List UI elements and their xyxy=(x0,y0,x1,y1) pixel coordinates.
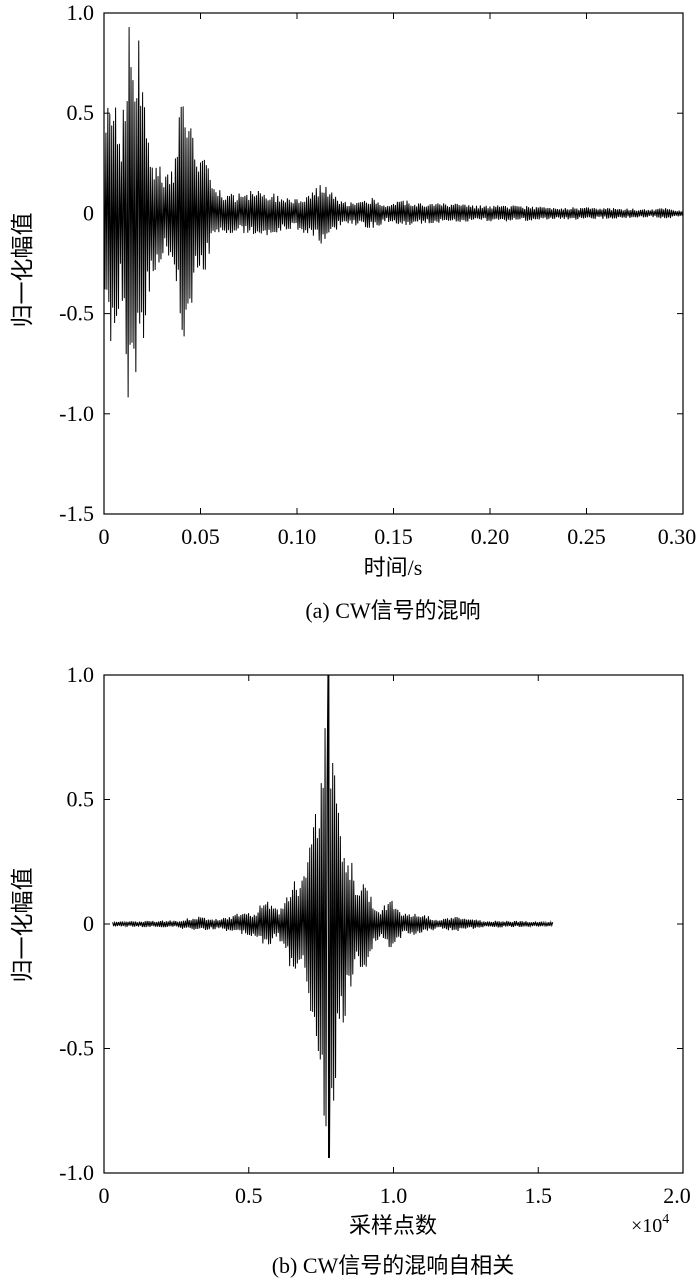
plot-frame-a xyxy=(103,12,684,515)
y-tick-label: -0.5 xyxy=(59,301,94,326)
y-tick-label: 0 xyxy=(83,200,94,225)
x-tick-label: 0 xyxy=(99,524,110,549)
caption-b: (b) CW信号的混响自相关 xyxy=(272,1253,515,1278)
x-tick-label: 0.05 xyxy=(181,524,220,549)
y-tick-label: -1.5 xyxy=(59,501,94,526)
y-tick-label: -0.5 xyxy=(59,1036,94,1061)
x-axis-label-b: 采样点数 xyxy=(349,1213,437,1238)
y-tick-label: 0 xyxy=(83,911,94,936)
x-tick-label: 1.5 xyxy=(525,1183,553,1208)
x-tick-label: 0.20 xyxy=(471,524,510,549)
x-tick-label: 2.0 xyxy=(663,1183,691,1208)
y-ticks-a: 1.0 0.5 0 -0.5 -1.0 -1.5 xyxy=(59,0,683,526)
x-tick-label: 0.25 xyxy=(567,524,606,549)
x-multiplier-base: ×10 xyxy=(631,1215,662,1237)
y-tick-label: 0.5 xyxy=(67,787,95,812)
x-multiplier-b: ×104 xyxy=(631,1212,669,1237)
caption-a: (a) CW信号的混响 xyxy=(305,598,480,623)
y-axis-label-b: 归一化幅值 xyxy=(10,868,35,983)
y-tick-label: -1.0 xyxy=(59,401,94,426)
x-tick-label: 0.10 xyxy=(278,524,317,549)
x-tick-label: 0.5 xyxy=(235,1183,263,1208)
x-tick-label: 1.0 xyxy=(380,1183,408,1208)
y-ticks-b: 1.0 0.5 0 -0.5 -1.0 xyxy=(59,662,683,1185)
x-tick-label: 0.30 xyxy=(658,524,697,549)
signal-b xyxy=(112,674,554,1159)
signal-trace xyxy=(112,674,554,1159)
chart-b: 1.0 0.5 0 -0.5 -1.0 0 0.5 1.0 1.5 2.0 归一化幅值 采样点数… xyxy=(10,662,691,1278)
x-multiplier-exponent: 4 xyxy=(662,1212,669,1227)
y-tick-label: 1.0 xyxy=(67,0,95,25)
signal-a xyxy=(103,27,684,398)
y-tick-label: 1.0 xyxy=(67,662,95,687)
y-tick-label: -1.0 xyxy=(59,1160,94,1185)
y-tick-label: 0.5 xyxy=(67,100,95,125)
chart-a: 1.0 0.5 0 -0.5 -1.0 -1.5 0 0.05 0.10 0.15 0.20 0.2… xyxy=(10,0,696,623)
x-tick-label: 0 xyxy=(99,1183,110,1208)
y-axis-label-a: 归一化幅值 xyxy=(10,213,35,328)
signal-trace xyxy=(103,27,684,398)
x-axis-label-a: 时间/s xyxy=(364,555,423,580)
x-ticks-b: 0 0.5 1.0 1.5 2.0 xyxy=(99,675,691,1208)
x-tick-label: 0.15 xyxy=(374,524,413,549)
x-ticks-a: 0 0.05 0.10 0.15 0.20 0.25 0.30 xyxy=(99,13,697,549)
